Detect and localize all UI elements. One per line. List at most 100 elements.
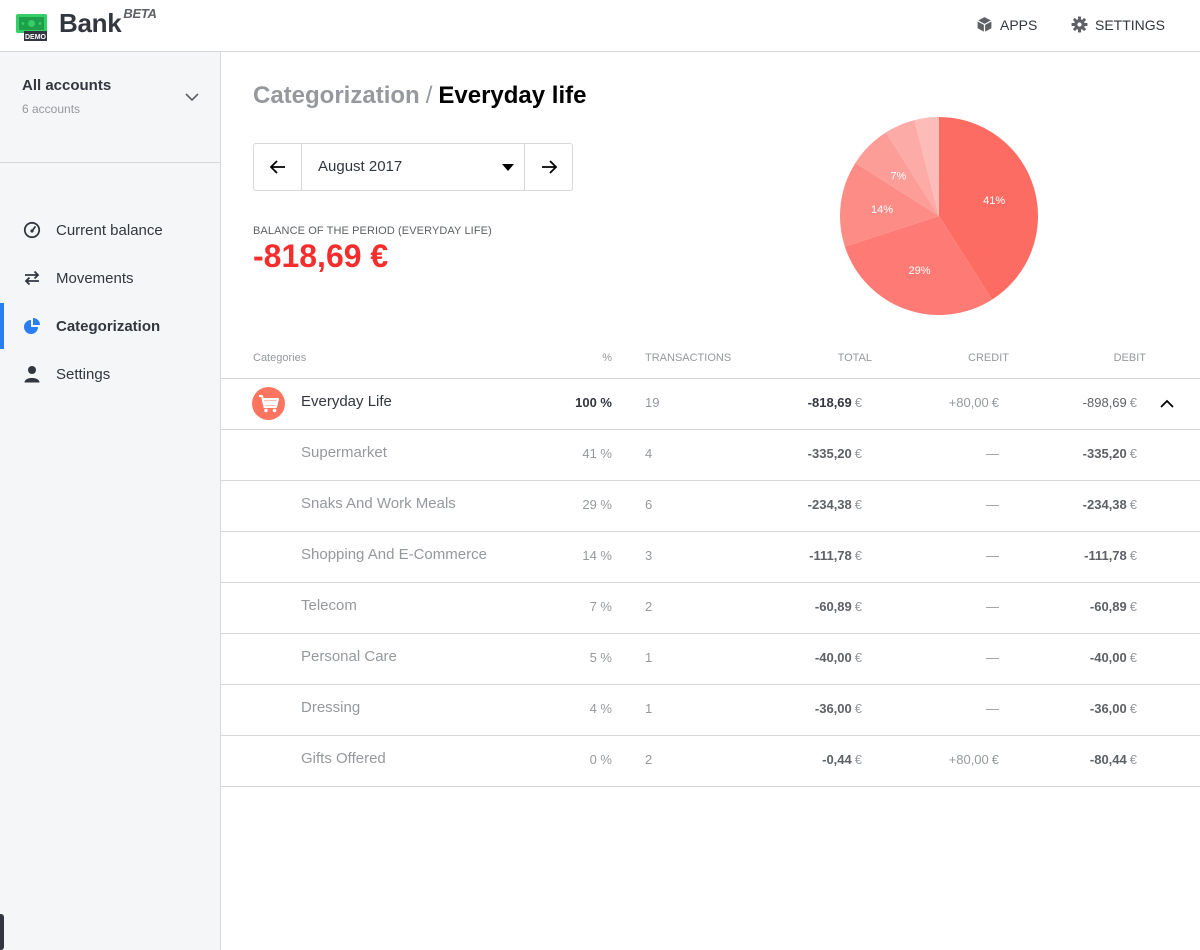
categories-pie-chart: 41% 29% 14% 7% <box>840 117 1038 315</box>
table-divider <box>221 531 1200 532</box>
table-divider <box>221 684 1200 685</box>
pie-slice <box>939 117 1038 300</box>
subcategory-total: -0,44 € <box>822 752 862 767</box>
breadcrumb: Categorization / Everyday life <box>253 82 586 110</box>
subcategory-credit: — <box>986 599 999 614</box>
column-header-percent: % <box>602 352 612 364</box>
subcategory-debit: -80,44 € <box>1089 752 1137 767</box>
subcategory-name: Gifts Offered <box>301 750 386 767</box>
table-row[interactable]: Dressing 4 % 1 -36,00 € — -36,00 € <box>221 684 1200 735</box>
top-bar: DEMO Bank BETA APPS SETTINGS <box>0 0 1200 52</box>
subcategory-name: Personal Care <box>301 648 397 665</box>
logo-badge-text: DEMO <box>25 34 47 41</box>
subcategory-transactions: 4 <box>645 446 653 461</box>
column-header-debit: Debit <box>1113 352 1146 364</box>
window-edge-marker <box>0 914 4 950</box>
column-header-total: Total <box>837 352 872 364</box>
subcategory-total: -36,00 € <box>814 701 862 716</box>
chevron-down-icon <box>185 93 199 102</box>
subcategory-percent: 14 % <box>582 548 612 563</box>
shopping-cart-icon <box>258 394 279 412</box>
settings-top-button[interactable]: SETTINGS <box>1071 16 1165 33</box>
previous-period-button[interactable] <box>254 144 302 190</box>
pie-slice <box>914 117 939 216</box>
subcategory-name: Dressing <box>301 699 361 716</box>
pie-slice-label: 41% <box>983 195 1005 207</box>
subcategory-credit: — <box>986 701 999 716</box>
next-period-button[interactable] <box>524 144 572 190</box>
subcategory-transactions: 6 <box>645 497 653 512</box>
account-switcher[interactable]: All accounts 6 accounts <box>0 52 220 163</box>
subcategory-debit: -335,20 € <box>1082 446 1137 461</box>
sidebar: All accounts 6 accounts Current balance … <box>0 52 221 950</box>
table-divider <box>221 378 1200 379</box>
subcategory-percent: 4 % <box>589 701 612 716</box>
table-row[interactable]: Gifts Offered 0 % 2 -0,44 € +80,00 € -80,44 € <box>221 735 1200 786</box>
subcategory-debit: -234,38 € <box>1082 497 1137 512</box>
period-selector: August 2017 <box>253 143 573 191</box>
subcategory-credit: — <box>986 548 999 563</box>
table-row[interactable]: Shopping And E-Commerce 14 % 3 -111,78 € — -11… <box>221 531 1200 582</box>
subcategory-name: Snaks And Work Meals <box>301 495 456 512</box>
category-total: -818,69 € <box>807 395 862 410</box>
table-row[interactable]: Telecom 7 % 2 -60,89 € — -60,89 € <box>221 582 1200 633</box>
transfer-arrows-icon <box>24 270 40 286</box>
sidebar-item-settings[interactable]: Settings <box>0 351 220 397</box>
subcategory-transactions: 2 <box>645 599 653 614</box>
app-title[interactable]: Bank BETA <box>59 6 157 38</box>
period-select[interactable]: August 2017 <box>302 144 524 190</box>
subcategory-transactions: 3 <box>645 548 653 563</box>
period-select-value: August 2017 <box>318 158 403 175</box>
category-credit: +80,00 € <box>948 395 999 410</box>
sidebar-item-current-balance[interactable]: Current balance <box>0 207 220 253</box>
pie-slice <box>855 132 939 216</box>
subcategory-total: -40,00 € <box>814 650 862 665</box>
apps-button[interactable]: APPS <box>976 16 1037 33</box>
pie-slice <box>840 162 939 247</box>
column-header-credit: Credit <box>968 352 1009 364</box>
column-header-transactions: Transactions <box>645 352 732 364</box>
subcategory-total: -234,38 € <box>807 497 862 512</box>
sidebar-item-label: Categorization <box>56 318 161 335</box>
subcategory-name: Shopping And E-Commerce <box>301 546 487 563</box>
subcategory-percent: 29 % <box>582 497 612 512</box>
subcategory-percent: 5 % <box>589 650 612 665</box>
arrow-left-icon <box>269 160 285 174</box>
table-row[interactable]: Supermarket 41 % 4 -335,20 € — -335,20 € <box>221 429 1200 480</box>
subcategory-debit: -36,00 € <box>1089 701 1137 716</box>
category-badge <box>252 387 285 420</box>
subcategory-name: Telecom <box>301 597 357 614</box>
chevron-up-icon[interactable] <box>1157 394 1177 414</box>
sidebar-item-categorization[interactable]: Categorization <box>0 303 220 349</box>
pie-slice-label: 14% <box>871 204 893 216</box>
apps-label: APPS <box>1000 16 1038 33</box>
category-debit: -898,69 € <box>1082 395 1137 410</box>
category-transactions: 19 <box>645 395 660 410</box>
subcategory-percent: 7 % <box>589 599 612 614</box>
subcategory-debit: -111,78 € <box>1084 548 1137 563</box>
column-header-categories: Categories <box>253 352 307 364</box>
table-divider <box>221 633 1200 634</box>
gear-icon <box>1071 16 1088 33</box>
account-switcher-subtitle: 6 accounts <box>22 102 81 116</box>
table-row-main-category[interactable]: Everyday Life 100 % 19 -818,69 € +80,00 € … <box>221 378 1200 429</box>
sidebar-item-label: Movements <box>56 270 134 287</box>
subcategory-credit: — <box>986 497 999 512</box>
table-row[interactable]: Snaks And Work Meals 29 % 6 -234,38 € — -234,3… <box>221 480 1200 531</box>
breadcrumb-separator: / <box>425 82 433 109</box>
breadcrumb-parent-link[interactable]: Categorization <box>253 82 420 109</box>
subcategory-name: Supermarket <box>301 444 387 461</box>
table-divider <box>221 582 1200 583</box>
subcategory-transactions: 1 <box>645 701 653 716</box>
page-title: Everyday life <box>438 82 587 109</box>
sidebar-item-movements[interactable]: Movements <box>0 255 220 301</box>
settings-top-label: SETTINGS <box>1095 16 1166 33</box>
subcategory-total: -335,20 € <box>807 446 862 461</box>
table-row[interactable]: Personal Care 5 % 1 -40,00 € — -40,00 € <box>221 633 1200 684</box>
subcategory-percent: 41 % <box>582 446 612 461</box>
sidebar-item-label: Current balance <box>56 222 163 239</box>
caret-down-icon <box>502 164 514 171</box>
pie-chart-icon <box>24 318 40 334</box>
subcategory-debit: -60,89 € <box>1089 599 1137 614</box>
subcategory-credit: — <box>986 650 999 665</box>
